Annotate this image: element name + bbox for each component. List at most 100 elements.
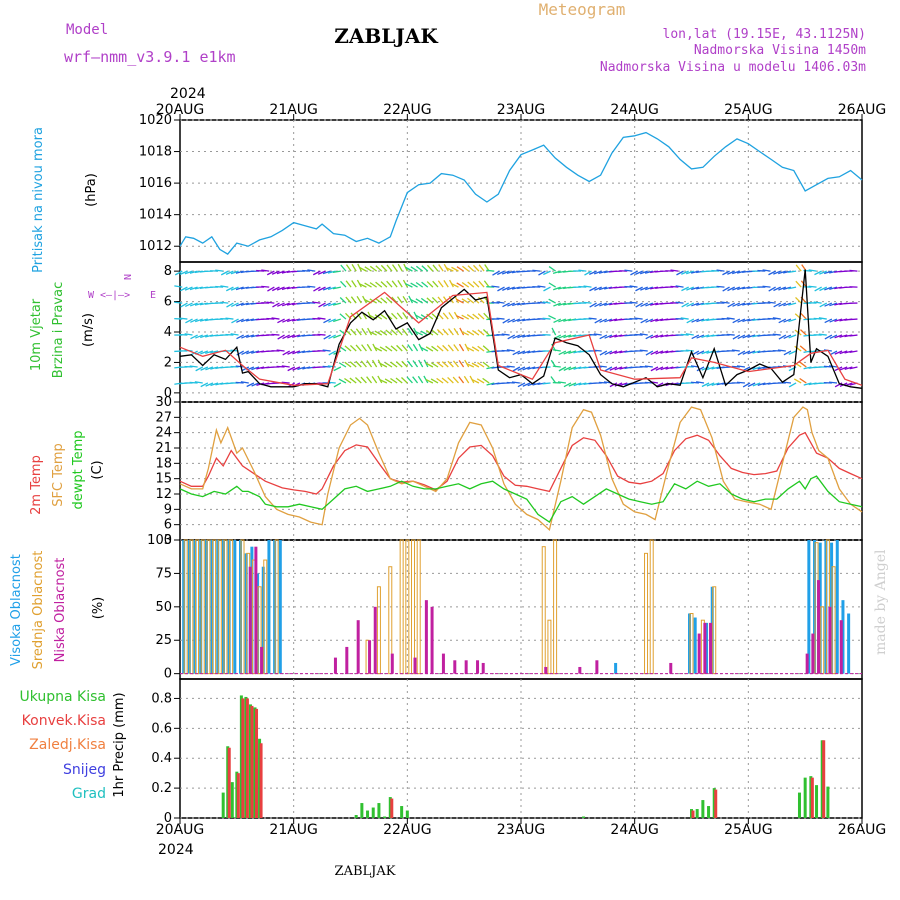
clouds-bar [807,540,811,674]
wind-arrow [834,318,843,323]
wind-arrow [482,329,490,336]
precip-bar [383,816,387,818]
wind-arrow [466,363,475,368]
wind-arrow [757,366,766,370]
wind-arrow [639,270,648,275]
wind-arrow [401,360,408,368]
wind-arrow [742,382,751,388]
wind-arrow [573,382,582,387]
wind-arrow [558,366,567,372]
wind-arrow [588,317,597,320]
wind-arrow [281,286,290,291]
pressure-ytick-label: 1016 [139,176,172,191]
wind-arrow [375,281,383,288]
wind-arrow [731,270,741,275]
wind-arrow [478,296,485,304]
wind-arrow [665,366,674,370]
wind-arrow [563,366,572,371]
wind-arrow [783,270,792,274]
wind-arrow [437,296,444,304]
wind-arrow [240,302,249,306]
wind-arrow [543,286,551,292]
wind-arrow [655,334,664,339]
wind-arrow [436,361,444,368]
wind-arrow [650,366,659,372]
clouds-bar [267,540,271,674]
clouds-bar [229,539,234,675]
wind-arrow [496,317,505,320]
clouds-bar [356,620,360,674]
wind-arrow [721,317,730,320]
wind-arrow [425,362,434,368]
clouds-bar [278,540,282,674]
clouds-bar [240,539,245,675]
wind-arrow [491,301,500,304]
clouds-bar [547,619,552,675]
wind-arrow [548,266,557,272]
temperature-ytick-label: 30 [155,395,172,410]
wind-arrow [599,334,608,340]
wind-arrow [379,346,388,352]
wind-arrow [609,318,618,322]
wind-arrow [351,263,357,272]
wind-arrow [445,267,454,272]
wind-arrow [420,346,429,352]
wind-arrow [323,318,331,324]
wind-arrow [351,280,357,288]
wind-arrow [453,344,460,352]
wind-arrow [731,365,740,368]
date-axes: 20AUG 20AUG 21AUG 21AUG 22AUG 22AUG 23AUG 23AUG… [156,102,887,838]
wind-arrow [271,270,280,275]
wind-arrow [634,317,643,320]
wind-arrow [412,343,419,352]
wind-arrow [292,350,301,355]
wind-arrow [328,334,337,340]
wind-arrow [390,361,398,368]
wind-arrow [680,333,689,336]
wind-arrow [799,361,807,368]
wind-arrow [406,376,413,384]
wind-arrow [563,318,572,322]
wind-arrow [369,282,378,288]
wind-arrow [180,302,188,308]
wind-arrow [396,344,403,352]
wind-arrow [640,286,648,291]
wind-arrow [558,334,567,339]
wind-arrow [501,349,510,352]
precip-bar [405,810,409,818]
bottom-date-label: 23AUG [497,822,546,838]
wind-arrow [483,312,490,320]
wind-arrow [639,349,648,352]
wind-arrow [174,270,183,276]
wind-arrow [272,302,280,308]
wind-arrow [276,365,285,368]
wind-arrow [286,302,295,306]
wind-arrow [425,346,434,352]
bottom-date-label: 20AUG [156,822,205,838]
precip-bar [366,810,370,818]
wind-arrow [236,318,244,323]
wind-arrow [635,302,643,308]
wind-arrow [747,334,756,339]
wind-arrow [511,381,520,384]
temp-ylabel-2: SFC Temp [51,443,66,507]
wind-arrow [742,334,751,339]
wind-arrow [737,318,746,323]
wind-arrow [645,334,654,340]
wind-arrow [241,350,250,355]
wind-arrow [333,366,342,372]
clouds-bar [233,540,237,674]
wind-legend-e: E [150,290,156,301]
wind-arrow [849,366,858,370]
bottom-date-label: 24AUG [610,822,659,838]
wind-arrow [502,286,510,291]
wind-arrow [604,286,613,290]
wind-arrow [461,281,470,288]
clouds-bar [453,660,457,674]
wind-arrow [614,366,623,371]
wind-arrow [491,285,500,288]
wind-arrow [795,296,802,304]
wind-arrow [442,328,449,336]
wind-arrow [701,382,710,388]
